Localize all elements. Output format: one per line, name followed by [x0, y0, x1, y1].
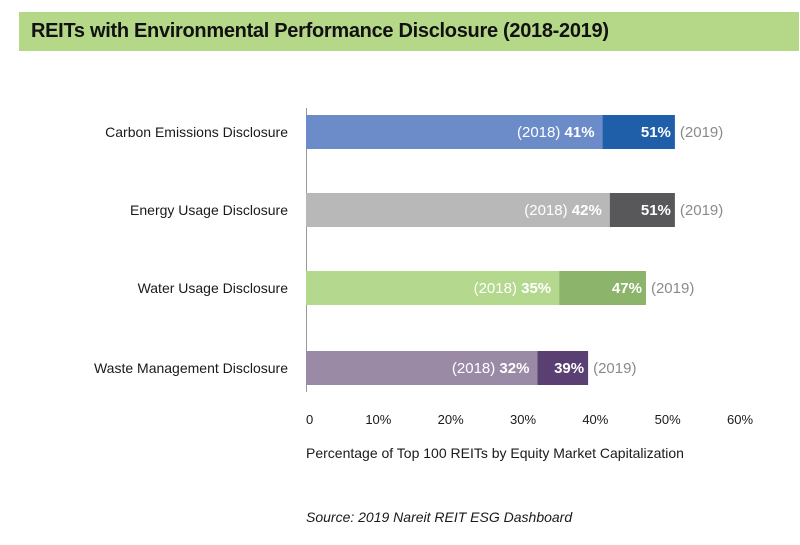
x-tick-label: 10%: [365, 412, 391, 427]
x-tick-label: 60%: [727, 412, 753, 427]
bar-2019: [537, 351, 589, 385]
bar-2018: [306, 193, 610, 227]
data-label-2018: (2018) 35%: [474, 280, 552, 297]
data-label-2018: (2018) 42%: [524, 202, 602, 219]
bar-2018: [306, 271, 560, 305]
series-label-2019: (2019): [680, 124, 723, 141]
category-label: Energy Usage Disclosure: [130, 202, 288, 218]
bar-2019: [602, 115, 675, 149]
data-label-2019: 39%: [554, 360, 584, 377]
series-label-2019: (2019): [593, 360, 636, 377]
series-label-2019: (2019): [680, 202, 723, 219]
title-bar: REITs with Environmental Performance Dis…: [19, 12, 799, 51]
data-label-2019: 47%: [612, 280, 642, 297]
bar-2018: [306, 115, 603, 149]
data-label-2018: (2018) 41%: [517, 124, 595, 141]
chart-title: REITs with Environmental Performance Dis…: [31, 20, 609, 42]
category-label: Water Usage Disclosure: [138, 280, 289, 296]
series-label-2019: (2019): [651, 280, 694, 297]
x-axis-title: Percentage of Top 100 REITs by Equity Ma…: [306, 445, 684, 461]
source-note: Source: 2019 Nareit REIT ESG Dashboard: [306, 509, 573, 525]
data-label-2019: 51%: [641, 124, 671, 141]
x-tick-label: 0: [306, 412, 313, 427]
category-label: Carbon Emissions Disclosure: [105, 124, 288, 140]
x-tick-label: 20%: [438, 412, 464, 427]
category-label: Waste Management Disclosure: [94, 360, 288, 376]
bar-2019: [609, 193, 675, 227]
x-tick-label: 50%: [655, 412, 681, 427]
data-label-2018: (2018) 32%: [452, 360, 530, 377]
bar-2019: [559, 271, 646, 305]
x-tick-label: 40%: [582, 412, 608, 427]
data-label-2019: 51%: [641, 202, 671, 219]
x-tick-label: 30%: [510, 412, 536, 427]
bar-2018: [306, 351, 538, 385]
